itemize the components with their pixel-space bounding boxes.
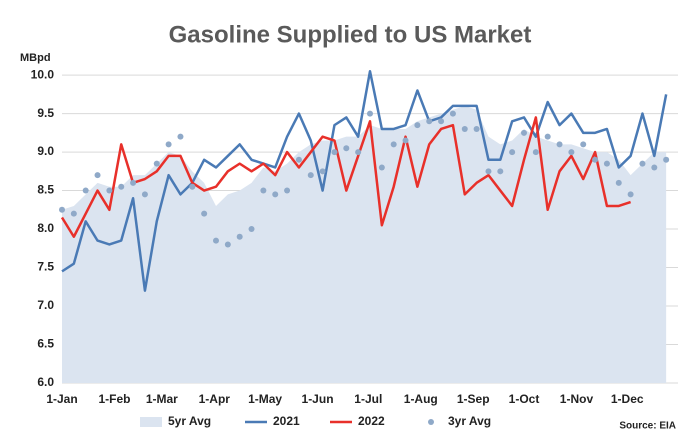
dot: [639, 160, 646, 167]
dot: [224, 241, 231, 248]
dot: [580, 141, 587, 148]
dot: [236, 233, 243, 240]
x-tick-label: 1-Oct: [509, 392, 540, 406]
x-tick-label: 1-Nov: [560, 392, 594, 406]
source: Source: EIA: [619, 421, 676, 432]
dot: [70, 210, 77, 217]
x-tick-label: 1-Sep: [457, 392, 490, 406]
dot: [509, 149, 516, 156]
dot: [331, 149, 338, 156]
dot: [461, 125, 468, 132]
dot: [260, 187, 267, 194]
y-tick-label: 8.0: [37, 221, 54, 235]
area: [62, 105, 667, 383]
x-tick-label: 1-Jan: [46, 392, 77, 406]
dot: [414, 122, 421, 129]
dot: [295, 156, 302, 163]
y-tick-label: 6.5: [37, 337, 54, 351]
y-axis-label: MBpd: [20, 52, 51, 64]
line: [61, 69, 668, 292]
y-tick-label: 9.5: [37, 106, 54, 120]
dot: [426, 118, 433, 125]
dot: [556, 141, 563, 148]
dot: [651, 164, 658, 171]
dot: [402, 137, 409, 144]
dot: [532, 149, 539, 156]
y-tick-label: 7.0: [37, 298, 54, 312]
dot: [201, 210, 208, 217]
legend-swatch: [428, 419, 434, 425]
dot: [343, 145, 350, 152]
x-tick-label: 1-Mar: [146, 392, 178, 406]
dot: [82, 187, 89, 194]
x-tick-label: 1-Jul: [354, 392, 382, 406]
y-tick-label: 10.0: [31, 67, 55, 81]
y-tick-label: 7.5: [37, 260, 54, 274]
legend-label: 5yr Avg: [168, 414, 211, 428]
dot: [165, 141, 172, 148]
dot: [141, 191, 148, 198]
dot: [130, 179, 137, 186]
legend-swatch: [140, 417, 162, 427]
dot: [367, 110, 373, 117]
legend-item: 3yr Avg: [428, 414, 491, 428]
dot: [213, 237, 219, 244]
dot: [449, 110, 456, 117]
dot: [307, 172, 314, 179]
x-tick-label: 1-Aug: [404, 392, 438, 406]
legend-item: 2021: [245, 414, 300, 428]
dot: [592, 156, 599, 163]
dot: [94, 172, 101, 179]
dot: [603, 160, 610, 167]
dot: [319, 168, 326, 175]
x-tick-label: 1-Feb: [98, 392, 130, 406]
plot: [59, 69, 670, 383]
dot: [153, 160, 160, 167]
dot: [272, 191, 279, 198]
dot: [284, 187, 291, 194]
dot: [473, 125, 480, 132]
dot: [106, 187, 113, 194]
dot: [663, 156, 670, 163]
dot: [521, 129, 527, 136]
dot: [627, 191, 634, 198]
legend-item: 5yr Avg: [140, 414, 211, 428]
dot: [118, 183, 125, 190]
chart-title: Gasoline Supplied to US Market: [169, 21, 532, 48]
dot: [248, 226, 255, 233]
dot: [438, 118, 445, 125]
dot: [59, 206, 65, 213]
legend-label: 2021: [273, 414, 300, 428]
legend-label: 3yr Avg: [448, 414, 491, 428]
dot: [390, 141, 397, 148]
dot: [177, 133, 184, 140]
dot: [378, 164, 385, 171]
legend-item: 2022: [330, 414, 385, 428]
legend-label: 2022: [358, 414, 385, 428]
y-tick-label: 9.0: [37, 144, 54, 158]
x-tick-label: 1-May: [248, 392, 282, 406]
dot: [355, 149, 362, 156]
dot: [544, 133, 551, 140]
line: [60, 116, 632, 238]
y-tick-label: 6.0: [37, 375, 54, 389]
y-tick-label: 8.5: [37, 183, 54, 197]
x-tick-label: 1-Jun: [302, 392, 334, 406]
dot: [615, 179, 622, 186]
x-tick-label: 1-Apr: [199, 392, 231, 406]
dot: [485, 168, 492, 175]
dot: [568, 149, 575, 156]
dot: [189, 183, 196, 190]
dot: [497, 168, 504, 175]
x-tick-label: 1-Dec: [611, 392, 644, 406]
